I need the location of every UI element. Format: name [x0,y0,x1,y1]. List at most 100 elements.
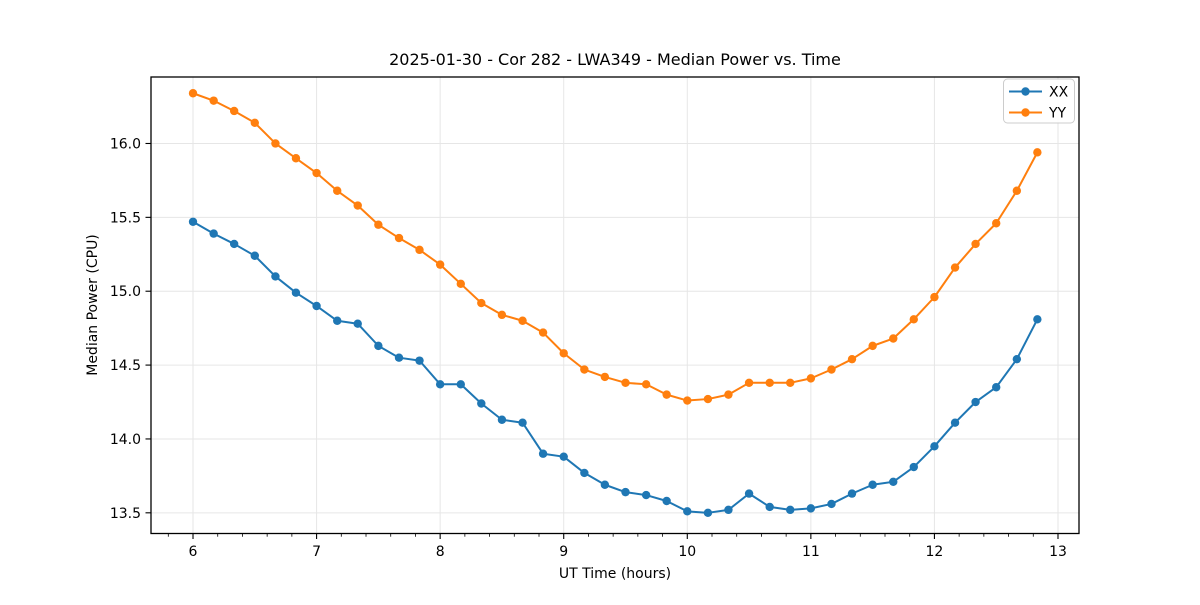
x-tick-label: 6 [189,544,198,560]
data-point-yy [806,374,816,383]
data-point-xx [662,496,671,506]
x-tick-label: 13 [1049,544,1067,560]
grid-lines [151,77,1079,534]
data-point-yy [271,139,280,148]
y-tick-label: 15.0 [110,284,141,300]
data-point-xx [518,418,527,427]
x-tick-label: 12 [926,544,944,560]
data-point-yy [312,168,321,178]
legend-marker-yy [1021,108,1030,117]
data-point-yy [992,219,1001,228]
data-point-yy [971,239,980,249]
data-point-yy [827,365,836,374]
data-point-xx [992,383,1001,392]
series-yy [188,89,1042,405]
x-axis-label: UT Time (hours) [559,566,671,582]
data-point-yy [600,372,610,382]
data-point-yy [1012,186,1022,195]
series-xx-line [192,220,1039,514]
data-point-yy [415,245,424,255]
data-point-xx [312,301,321,311]
x-tick-label: 10 [678,544,696,560]
y-tick-label: 15.5 [110,210,141,226]
data-point-yy [333,186,342,195]
x-tick-label: 9 [559,544,568,560]
data-point-yy [724,390,733,399]
data-point-xx [765,502,774,512]
data-point-xx [930,442,939,451]
data-point-xx [291,288,301,297]
data-point-yy [703,394,713,404]
data-point-xx [435,380,445,389]
data-point-xx [497,415,507,424]
data-point-yy [1033,148,1042,157]
data-point-yy [950,263,960,272]
y-tick-label: 14.0 [110,432,141,448]
data-point-yy [538,328,548,337]
data-point-xx [250,251,259,260]
data-point-xx [600,480,610,489]
legend-label-yy: YY [1048,106,1067,122]
data-point-xx [580,468,589,478]
plot-area [150,76,1080,535]
data-series [188,89,1042,518]
y-axis-label: Median Power (CPU) [85,234,101,376]
data-point-xx [477,399,486,408]
data-point-xx [456,380,465,389]
data-point-yy [477,298,486,308]
data-point-yy [374,220,383,229]
data-point-xx [724,505,733,515]
data-point-xx [786,505,795,515]
data-point-yy [250,118,259,127]
data-point-xx [641,490,651,500]
data-point-xx [353,319,362,328]
y-tick-label: 14.5 [110,358,141,374]
data-point-xx [744,489,754,498]
data-point-xx [559,452,568,461]
data-point-xx [229,239,239,249]
data-point-xx [847,489,857,498]
data-point-xx [621,487,630,497]
data-point-yy [353,201,362,210]
data-point-xx [971,397,980,407]
data-point-yy [744,378,754,388]
chart-title: 2025-01-30 - Cor 282 - LWA349 - Median P… [389,50,841,69]
data-point-yy [621,378,630,388]
data-point-xx [950,418,960,427]
tick-labels: 6 7 8 9 10 11 12 13 13.5 14.0 14.5 15.0 15.5 16.0 [110,136,1067,560]
data-point-xx [806,504,816,513]
data-point-yy [641,380,651,389]
data-point-xx [683,507,692,516]
data-point-yy [847,354,857,364]
data-point-yy [291,154,301,163]
data-point-yy [394,233,404,243]
data-point-xx [209,229,218,238]
data-point-yy [909,315,918,324]
legend-marker-xx [1021,87,1030,96]
data-point-yy [662,390,671,399]
axis-ticks [145,142,1059,539]
data-point-xx [333,316,342,325]
data-point-yy [786,378,795,388]
data-point-xx [703,508,713,518]
legend-label-xx: XX [1049,85,1069,101]
series-xx [188,217,1042,518]
data-point-xx [415,356,424,365]
x-tick-label: 7 [312,544,321,560]
data-point-xx [374,341,383,351]
data-point-xx [868,480,877,489]
data-point-yy [188,89,198,98]
legend: XX YY [1003,78,1075,124]
series-yy-line [192,92,1039,402]
data-point-yy [930,292,939,302]
data-point-xx [188,217,198,226]
data-point-xx [271,272,280,281]
y-tick-label: 13.5 [110,506,141,522]
data-point-xx [909,462,918,472]
data-point-yy [456,279,465,289]
data-point-xx [538,449,548,458]
legend-entry-yy: YY [1009,106,1067,122]
data-point-xx [889,477,898,486]
data-point-yy [518,316,527,325]
